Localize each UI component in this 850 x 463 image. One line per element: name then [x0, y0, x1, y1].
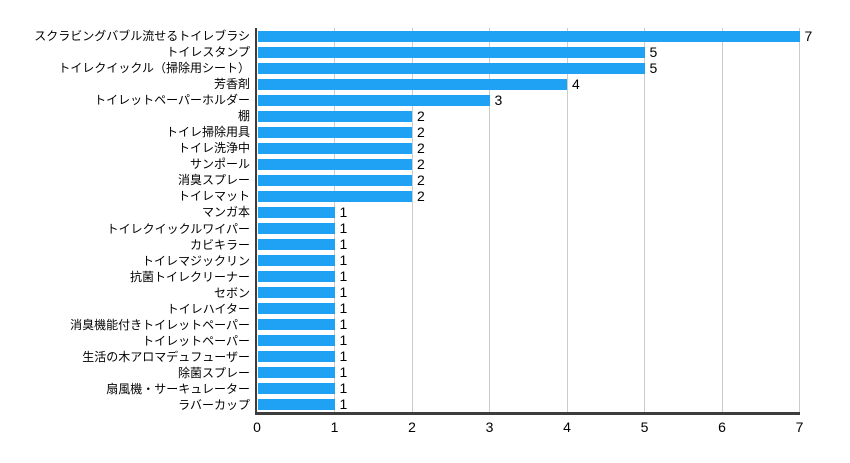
category-label: ラバーカップ [178, 397, 250, 412]
category-label: 抗菌トイレクリーナー [129, 269, 250, 284]
value-label: 1 [339, 300, 348, 317]
category-label: カビキラー [189, 237, 250, 252]
x-tick-label: 0 [253, 419, 261, 435]
value-label: 2 [417, 123, 425, 140]
value-label: 1 [339, 332, 348, 349]
gridline [411, 28, 413, 413]
category-label: トイレマジックリン [141, 253, 250, 268]
gridline [489, 28, 490, 413]
bar [258, 271, 335, 283]
x-tick-label: 6 [718, 419, 726, 435]
x-tick-label: 4 [563, 419, 571, 435]
value-label: 1 [339, 220, 348, 237]
category-label: トイレットペーパー [142, 333, 250, 348]
value-label: 2 [417, 171, 425, 188]
bar [258, 78, 567, 90]
bar [258, 142, 412, 154]
category-label: スクラビングバブル流せるトイレブラシ [34, 29, 250, 44]
value-label: 1 [339, 316, 348, 333]
gridline [721, 28, 723, 413]
value-label: 2 [417, 107, 425, 124]
gridline [334, 28, 335, 413]
x-tick-label: 7 [795, 419, 804, 435]
value-label: 1 [339, 252, 348, 269]
value-label: 1 [339, 268, 348, 285]
bar [258, 287, 335, 299]
bar [258, 110, 412, 122]
value-label: 2 [417, 155, 425, 172]
y-axis-line [255, 28, 257, 413]
category-label: 扇風機・サーキュレーター [106, 381, 250, 396]
category-label: トイレ掃除用具 [165, 125, 250, 140]
value-label: 7 [804, 27, 813, 44]
category-label: 棚 [237, 109, 250, 124]
category-label: サンポール [189, 157, 250, 172]
bar [258, 351, 335, 363]
bar [258, 62, 645, 74]
category-label: 消臭機能付きトイレットペーパー [70, 317, 250, 332]
bar [258, 319, 335, 331]
bar [258, 206, 335, 218]
value-label: 1 [339, 364, 348, 381]
bar [258, 303, 335, 315]
bar [258, 239, 335, 251]
category-label: 芳香剤 [213, 77, 250, 92]
category-label: トイレハイター [166, 301, 250, 316]
bar [258, 335, 335, 347]
value-label: 1 [339, 348, 348, 365]
value-label: 1 [339, 396, 348, 413]
value-label: 2 [417, 187, 425, 204]
category-label: 除菌スプレー [177, 365, 250, 380]
value-label: 2 [417, 139, 425, 156]
value-label: 1 [339, 380, 348, 397]
gridline [644, 28, 645, 413]
category-label: トイレ洗浄中 [177, 141, 250, 156]
gridline [566, 28, 568, 413]
bar [258, 126, 412, 138]
category-label: トイレマット [177, 189, 250, 204]
value-label: 1 [339, 236, 348, 253]
x-tick-label: 2 [408, 419, 416, 435]
bar [258, 223, 335, 235]
bar [258, 158, 412, 170]
category-label: マンガ本 [201, 205, 250, 220]
bar [258, 94, 490, 106]
bar [258, 399, 335, 411]
value-label: 3 [494, 91, 503, 108]
bar [258, 30, 800, 42]
bar [258, 190, 412, 202]
category-label: セボン [213, 285, 250, 300]
gridline [799, 28, 800, 413]
value-label: 1 [339, 284, 348, 301]
category-label: トイレクイックル（掃除用シート） [58, 61, 250, 76]
category-label: トイレットペーパーホルダー [94, 93, 250, 108]
category-label: 消臭スプレー [177, 173, 250, 188]
x-tick-label: 3 [485, 419, 494, 435]
x-axis-line [255, 412, 800, 415]
x-tick-label: 5 [640, 419, 649, 435]
value-label: 4 [572, 75, 580, 92]
value-label: 1 [339, 203, 348, 220]
category-label: トイレクイックルワイパー [106, 221, 250, 236]
category-label: トイレスタンプ [166, 45, 250, 60]
value-label: 5 [649, 43, 658, 60]
value-label: 5 [649, 59, 658, 76]
bar [258, 383, 335, 395]
x-tick-label: 1 [330, 419, 339, 435]
bar [258, 174, 412, 186]
bar [258, 367, 335, 379]
category-label: 生活の木アロマデュフューザー [82, 349, 250, 364]
bar [258, 46, 645, 58]
bar [258, 255, 335, 267]
